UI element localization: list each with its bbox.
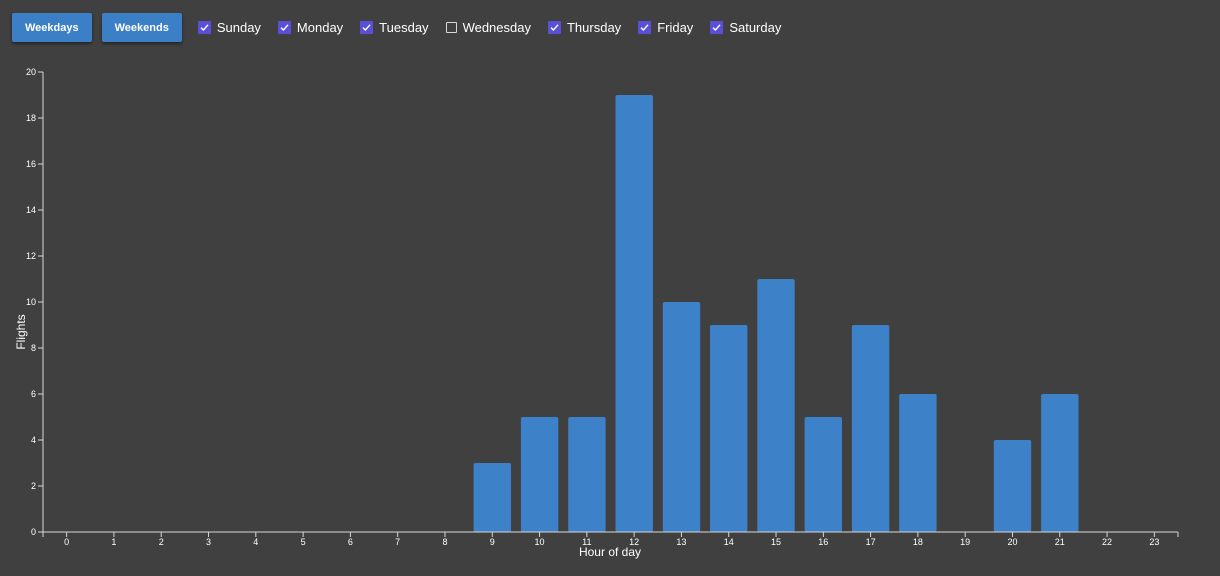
x-tick-label: 17 bbox=[866, 537, 876, 547]
x-tick-label: 0 bbox=[64, 537, 69, 547]
bar-hour-16[interactable] bbox=[804, 417, 842, 532]
day-label: Monday bbox=[296, 20, 344, 35]
day-label: Wednesday bbox=[462, 20, 531, 35]
x-tick-label: 15 bbox=[771, 537, 781, 547]
x-axis-label: Hour of day bbox=[579, 545, 641, 559]
day-label: Tuesday bbox=[379, 20, 429, 35]
x-tick-label: 2 bbox=[159, 537, 164, 547]
y-axis: 0 2 4 6 8 10 12 14 16 18 20 bbox=[26, 67, 44, 537]
day-label: Friday bbox=[657, 20, 694, 35]
y-tick-label: 12 bbox=[26, 251, 36, 261]
y-tick-label: 4 bbox=[31, 435, 36, 445]
y-tick-label: 2 bbox=[31, 481, 36, 491]
x-tick-label: 1 bbox=[111, 537, 116, 547]
x-axis: 0 1 2 3 4 5 6 7 8 9 10 11 12 13 14 15 16 17 18 19 20 21 22 23 bbox=[42, 531, 1179, 547]
bar-hour-20[interactable] bbox=[993, 440, 1032, 532]
y-tick-label: 16 bbox=[26, 159, 36, 169]
bars-group bbox=[473, 95, 1079, 532]
x-tick-label: 6 bbox=[348, 537, 353, 547]
checkbox-checked-icon[interactable] bbox=[547, 21, 561, 34]
bar-hour-9[interactable] bbox=[473, 463, 511, 532]
checkbox-checked-icon[interactable] bbox=[710, 21, 724, 34]
day-toggle-wednesday[interactable]: Wednesday bbox=[445, 20, 531, 35]
x-tick-label: 21 bbox=[1055, 537, 1065, 547]
x-tick-label: 12 bbox=[629, 537, 639, 547]
bar-hour-10[interactable] bbox=[520, 417, 559, 532]
bar-hour-17[interactable] bbox=[851, 325, 890, 532]
checkbox-checked-icon[interactable] bbox=[197, 21, 211, 34]
x-tick-label: 11 bbox=[582, 537, 591, 547]
y-tick-label: 10 bbox=[26, 297, 36, 307]
x-tick-label: 7 bbox=[395, 537, 400, 547]
day-toggle-saturday[interactable]: Saturday bbox=[710, 21, 781, 34]
day-label: Thursday bbox=[566, 20, 622, 35]
bar-hour-15[interactable] bbox=[757, 279, 795, 532]
x-tick-label: 13 bbox=[676, 537, 686, 547]
x-tick-label: 9 bbox=[490, 537, 495, 547]
weekends-button[interactable]: Weekends bbox=[101, 13, 182, 42]
bar-hour-13[interactable] bbox=[662, 302, 701, 532]
day-filter-group: Sunday Monday Tuesday Wednesday Thursday Frid… bbox=[192, 21, 793, 34]
x-tick-label: 5 bbox=[301, 537, 306, 547]
checkbox-checked-icon[interactable] bbox=[277, 21, 291, 34]
x-tick-label: 20 bbox=[1007, 537, 1017, 547]
day-toggle-sunday[interactable]: Sunday bbox=[197, 20, 261, 35]
weekdays-button[interactable]: Weekdays bbox=[12, 13, 92, 42]
toolbar: Weekdays Weekends Sunday Monday Tuesday Wed… bbox=[12, 13, 792, 42]
y-tick-label: 6 bbox=[31, 389, 36, 399]
x-tick-label: 10 bbox=[535, 537, 545, 547]
x-tick-label: 19 bbox=[960, 537, 970, 547]
day-toggle-thursday[interactable]: Thursday bbox=[547, 20, 622, 35]
y-tick-label: 8 bbox=[31, 343, 36, 353]
bar-hour-11[interactable] bbox=[568, 417, 606, 532]
checkbox-checked-icon[interactable] bbox=[638, 21, 652, 34]
y-tick-label: 14 bbox=[26, 205, 36, 215]
x-tick-label: 4 bbox=[253, 537, 258, 547]
x-tick-label: 23 bbox=[1149, 537, 1159, 547]
x-tick-label: 3 bbox=[206, 537, 211, 547]
y-tick-label: 20 bbox=[26, 67, 36, 77]
day-toggle-monday[interactable]: Monday bbox=[277, 20, 344, 35]
x-tick-label: 16 bbox=[818, 537, 828, 547]
x-tick-label: 8 bbox=[442, 537, 447, 547]
x-tick-label: 18 bbox=[913, 537, 923, 547]
y-axis-label: Flights bbox=[14, 314, 28, 349]
x-tick-label: 14 bbox=[724, 537, 734, 547]
bar-hour-12[interactable] bbox=[615, 95, 653, 532]
day-label: Sunday bbox=[216, 20, 261, 35]
bar-hour-18[interactable] bbox=[899, 394, 937, 532]
day-label: Saturday bbox=[729, 20, 782, 35]
checkbox-checked-icon[interactable] bbox=[360, 21, 374, 34]
y-tick-label: 0 bbox=[31, 527, 36, 537]
x-tick-label: 22 bbox=[1102, 537, 1112, 547]
checkbox-unchecked-icon[interactable] bbox=[445, 22, 457, 33]
day-toggle-friday[interactable]: Friday bbox=[638, 21, 693, 34]
bar-hour-14[interactable] bbox=[710, 325, 748, 532]
y-tick-label: 18 bbox=[26, 113, 36, 123]
bar-hour-21[interactable] bbox=[1041, 394, 1079, 532]
day-toggle-tuesday[interactable]: Tuesday bbox=[360, 20, 429, 35]
